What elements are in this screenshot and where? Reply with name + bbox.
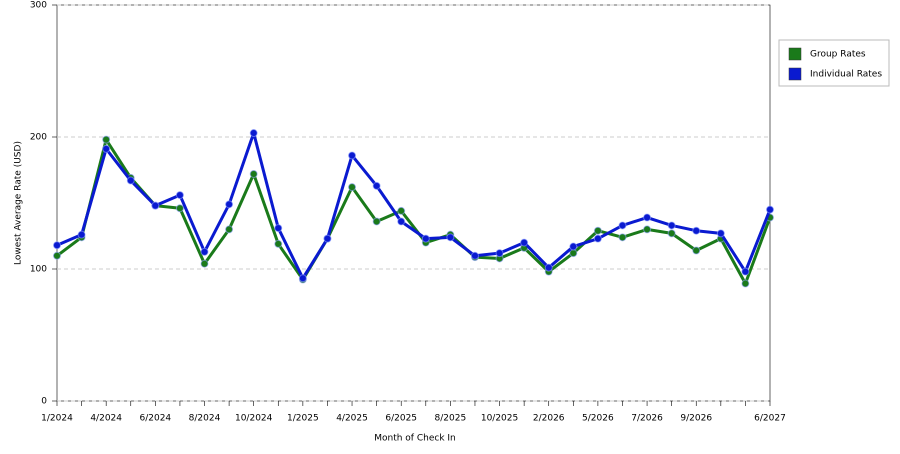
data-point (593, 226, 602, 235)
data-point (200, 247, 209, 256)
data-point (175, 204, 184, 213)
x-axis-title: Month of Check In (374, 434, 456, 444)
data-point (520, 238, 529, 247)
legend-swatch (788, 47, 802, 61)
data-point (151, 201, 160, 210)
x-tick-label: 6/2024 (140, 414, 172, 424)
y-tick-label: 200 (30, 133, 47, 143)
x-tick-label: 8/2025 (435, 414, 467, 424)
data-point (372, 217, 381, 226)
data-point (618, 233, 627, 242)
data-point (446, 233, 455, 242)
legend-label: Individual Rates (810, 70, 882, 80)
data-point (77, 230, 86, 239)
x-tick-label: 4/2025 (336, 414, 368, 424)
data-point (643, 213, 652, 222)
x-tick-label: 2/2026 (533, 414, 565, 424)
data-point (569, 249, 578, 258)
y-axis-title: Lowest Average Rate (USD) (14, 141, 24, 265)
data-point (298, 274, 307, 283)
data-point (544, 263, 553, 272)
data-point (372, 181, 381, 190)
data-point (200, 259, 209, 268)
data-point (126, 176, 135, 185)
data-point (274, 239, 283, 248)
plot-area (56, 4, 771, 402)
data-point (495, 249, 504, 258)
y-tick-label: 300 (30, 1, 47, 11)
data-point (102, 144, 111, 153)
data-point (249, 129, 258, 138)
data-point (225, 225, 234, 234)
x-tick-label: 5/2026 (582, 414, 614, 424)
data-point (274, 224, 283, 233)
data-point (225, 200, 234, 209)
x-tick-label: 6/2027 (754, 414, 786, 424)
x-tick-label: 1/2025 (287, 414, 319, 424)
data-point (323, 234, 332, 243)
data-point (102, 135, 111, 144)
y-tick-label: 100 (30, 265, 47, 275)
data-point (667, 229, 676, 238)
data-point (348, 183, 357, 192)
data-point (53, 241, 61, 250)
x-tick-label: 8/2024 (189, 414, 221, 424)
y-tick-label: 0 (41, 397, 47, 407)
series-line (56, 138, 772, 286)
x-tick-label: 9/2026 (680, 414, 712, 424)
data-point (397, 217, 406, 226)
data-point (249, 169, 258, 178)
data-point (741, 279, 750, 288)
data-point (53, 251, 61, 260)
data-point (766, 205, 774, 214)
data-point (692, 226, 701, 235)
data-point (421, 234, 430, 243)
series-line (56, 131, 772, 280)
data-point (348, 151, 357, 160)
legend-label: Group Rates (810, 50, 866, 60)
x-tick-label: 1/2024 (41, 414, 73, 424)
data-point (618, 221, 627, 230)
x-tick-label: 4/2024 (90, 414, 122, 424)
legend-swatch (788, 67, 802, 81)
data-point (741, 267, 750, 276)
x-tick-label: 7/2026 (631, 414, 663, 424)
data-point (569, 242, 578, 251)
x-tick-label: 10/2025 (481, 414, 518, 424)
data-point (643, 225, 652, 234)
x-tick-label: 6/2025 (385, 414, 417, 424)
data-point (175, 191, 184, 200)
data-point (716, 229, 725, 238)
data-point (593, 234, 602, 243)
data-point (667, 221, 676, 230)
data-point (470, 251, 479, 260)
data-point (692, 246, 701, 255)
x-tick-label: 10/2024 (235, 414, 273, 424)
data-point (397, 206, 406, 215)
